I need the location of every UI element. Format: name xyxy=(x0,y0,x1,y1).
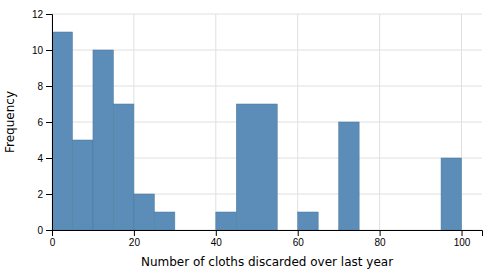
y-tick-label: 10 xyxy=(32,45,44,56)
chart: 0 20 40 60 80 100 0 2 4 6 8 10 12 Number of cloths di… xyxy=(0,0,500,274)
bar xyxy=(339,122,359,230)
y-tick-label: 12 xyxy=(32,9,44,20)
y-tick-mark xyxy=(46,86,52,87)
x-tick-label: 100 xyxy=(454,237,471,248)
x-tick-mark xyxy=(134,230,135,236)
x-axis-line xyxy=(53,231,483,237)
y-axis: 0 2 4 6 8 10 12 xyxy=(32,9,53,236)
y-tick: 10 xyxy=(32,45,52,56)
bar xyxy=(236,104,277,230)
y-tick: 4 xyxy=(37,153,52,164)
y-grid-line xyxy=(52,50,482,51)
x-grid-line xyxy=(215,14,216,230)
x-tick: 40 xyxy=(211,230,223,248)
y-tick: 2 xyxy=(37,189,52,200)
x-tick-mark xyxy=(462,230,463,236)
y-tick-mark xyxy=(46,122,52,123)
y-tick-mark xyxy=(46,194,52,195)
x-tick-label: 0 xyxy=(50,237,56,248)
x-tick-label: 60 xyxy=(293,237,305,248)
x-tick-mark xyxy=(216,230,217,236)
bar xyxy=(134,194,154,230)
bars xyxy=(52,32,462,230)
bar xyxy=(72,140,92,230)
y-tick-label: 2 xyxy=(37,189,43,200)
bar xyxy=(52,32,72,230)
bar xyxy=(298,212,318,230)
bar xyxy=(93,50,113,230)
x-tick-mark xyxy=(380,230,381,236)
grid xyxy=(52,14,482,230)
y-grid-line xyxy=(52,14,482,15)
x-tick: 100 xyxy=(454,230,471,248)
x-tick: 60 xyxy=(293,230,305,248)
x-axis: 0 20 40 60 80 100 xyxy=(50,230,483,248)
x-grid-line xyxy=(297,14,298,230)
y-tick: 0 xyxy=(37,225,52,236)
y-tick: 6 xyxy=(37,117,52,128)
x-tick: 0 xyxy=(50,230,56,248)
y-tick-mark xyxy=(46,14,52,15)
y-tick-label: 4 xyxy=(37,153,43,164)
bar xyxy=(216,212,236,230)
y-tick-label: 8 xyxy=(37,81,43,92)
x-grid-line xyxy=(379,14,380,230)
x-axis-title: Number of cloths discarded over last yea… xyxy=(141,255,393,269)
y-axis-title: Frequency xyxy=(3,91,17,153)
bar xyxy=(441,158,461,230)
y-tick-mark xyxy=(46,230,52,231)
y-tick-mark xyxy=(46,50,52,51)
y-tick-label: 0 xyxy=(37,225,43,236)
y-tick: 12 xyxy=(32,9,52,20)
x-tick-label: 40 xyxy=(211,237,223,248)
x-tick-mark xyxy=(298,230,299,236)
y-grid-line xyxy=(52,86,482,87)
x-tick-label: 80 xyxy=(375,237,387,248)
y-tick-label: 6 xyxy=(37,117,43,128)
y-tick: 8 xyxy=(37,81,52,92)
plot-area: 0 20 40 60 80 100 0 2 4 6 8 10 12 xyxy=(32,9,483,248)
y-axis-line xyxy=(46,15,53,231)
x-tick-label: 20 xyxy=(129,237,141,248)
x-tick: 20 xyxy=(129,230,141,248)
x-tick: 80 xyxy=(375,230,387,248)
bar xyxy=(154,212,174,230)
y-tick-mark xyxy=(46,158,52,159)
bar xyxy=(113,104,133,230)
